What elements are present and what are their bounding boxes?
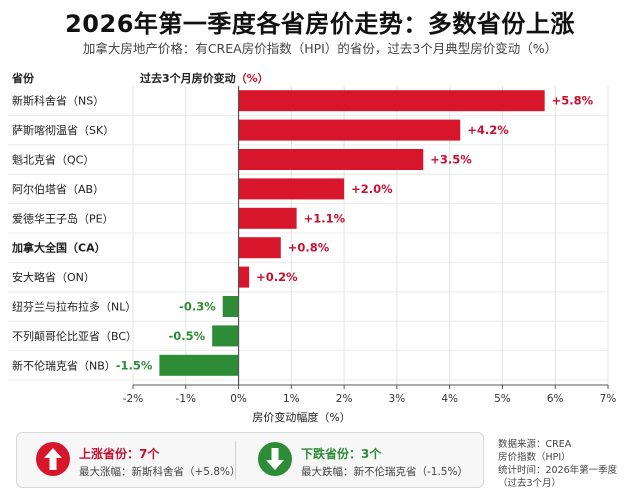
value-label: +2.0% [351, 182, 393, 196]
value-label: -0.5% [168, 329, 205, 343]
category-label: 新斯科舍省（NS） [12, 94, 104, 108]
arrow-up-icon [36, 442, 70, 476]
province-column-label: 省份 [12, 72, 34, 85]
value-label: -1.5% [116, 358, 153, 372]
x-tick-label: 2% [336, 393, 353, 405]
source-note: 数据来源：CREA 房价指数（HPI） 统计时间：2026年第一季度 （过去3个… [498, 438, 617, 490]
bar [238, 266, 250, 288]
source-line-4: （过去3个月） [498, 478, 562, 489]
change-column-label: 过去3个月房价变动 [140, 72, 236, 85]
arrow-down-icon [258, 442, 292, 476]
value-label: +0.8% [288, 241, 330, 255]
bar [222, 296, 239, 317]
legend-up-title: 上涨省份：7个 [79, 447, 160, 461]
x-tick-label: 5% [494, 393, 511, 405]
category-label: 纽芬兰与拉布拉多（NL） [12, 300, 136, 314]
legend-down-title: 下跌省份：3个 [301, 447, 382, 461]
bar-chart: 新斯科舍省（NS） +5.8% 萨斯喀彻温省（SK） +4.2% 魁北克省（QC） +3.… [8, 86, 617, 424]
bar [238, 178, 345, 200]
legend-divider [235, 441, 236, 479]
value-label: +4.2% [467, 123, 509, 137]
legend-down-detail: 最大跌幅：新不伦瑞克省（-1.5%） [301, 466, 468, 478]
page-subtitle: 加拿大房地产价格：有CREA房价指数（HPI）的省份，过去3个月典型房价变动（%… [82, 41, 558, 56]
value-label: +3.5% [430, 153, 472, 167]
bar [238, 119, 461, 141]
x-axis-title: 房价变动幅度（%） [252, 410, 350, 424]
x-tick-label: 0% [230, 393, 247, 405]
change-column-unit: （%） [235, 72, 269, 85]
value-label: +5.8% [552, 94, 594, 108]
category-label: 新不伦瑞克省（NB） [12, 358, 116, 372]
bar [238, 90, 545, 112]
category-label: 不列颠哥伦比亚省（BC） [12, 329, 137, 343]
x-tick-label: -2% [123, 393, 143, 405]
page-title: 2026年第一季度各省房价走势：多数省份上涨 [65, 10, 575, 38]
x-tick-label: 1% [283, 393, 300, 405]
summary-legend: 上涨省份：7个 最大涨幅：新斯科舍省（+5.8%） 下跌省份：3个 最大跌幅：新… [16, 432, 484, 488]
x-tick-label: -1% [176, 393, 196, 405]
category-label: 爱德华王子岛（PE） [12, 211, 114, 225]
bar [238, 207, 297, 229]
bar [238, 237, 281, 259]
category-label: 安大略省（ON） [12, 270, 95, 284]
category-label: 萨斯喀彻温省（SK） [12, 124, 114, 137]
bar [212, 325, 239, 347]
x-tick-label: 7% [600, 393, 617, 405]
bar [159, 354, 239, 376]
x-tick-label: 3% [389, 393, 406, 405]
bar [238, 149, 424, 170]
source-line-1: 数据来源：CREA [498, 439, 572, 450]
value-label: +1.1% [304, 211, 346, 225]
category-label: 加拿大全国（CA） [11, 241, 106, 255]
value-label: +0.2% [256, 270, 298, 284]
source-line-3: 统计时间：2026年第一季度 [498, 465, 618, 476]
x-tick-label: 4% [441, 393, 458, 405]
source-line-2: 房价指数（HPI） [498, 452, 571, 463]
category-label: 阿尔伯塔省（AB） [12, 182, 104, 196]
legend-up-detail: 最大涨幅：新斯科舍省（+5.8%） [79, 466, 241, 478]
x-tick-label: 6% [547, 393, 564, 405]
value-label: -0.3% [179, 300, 216, 314]
province-column-header: 省份 [12, 70, 34, 86]
category-label: 魁北克省（QC） [12, 153, 94, 167]
change-column-header: 过去3个月房价变动（%） [140, 70, 269, 86]
